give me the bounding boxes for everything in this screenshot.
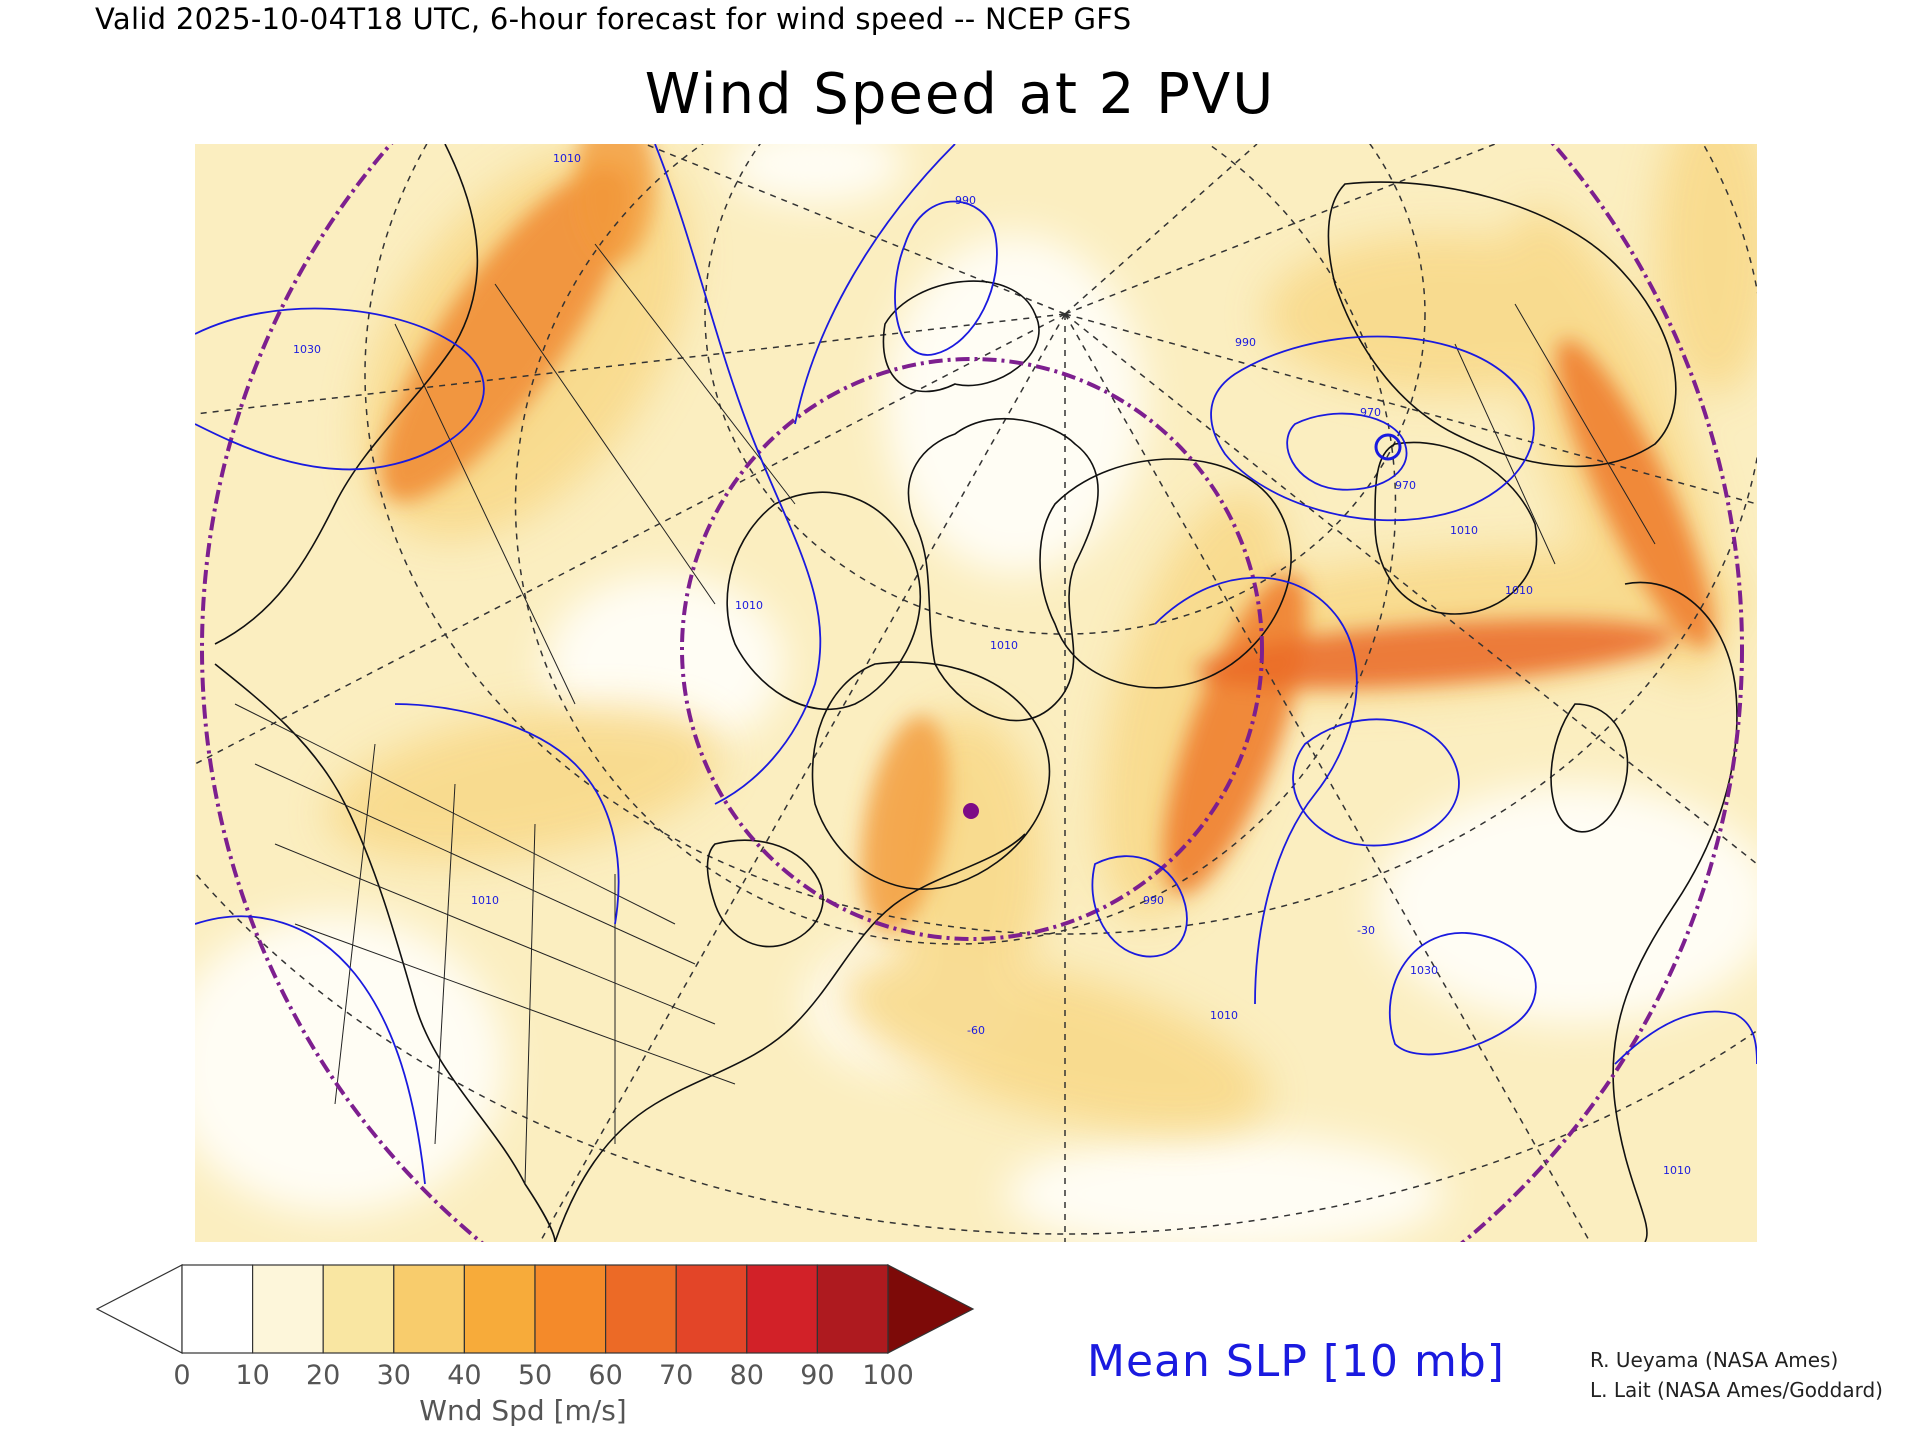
map-title: Wind Speed at 2 PVU [644,62,1276,127]
isobar-label: 990 [955,194,976,207]
isobar-label: 1010 [990,639,1018,652]
isobar-label: 1010 [1450,524,1478,537]
colorbar-box [393,1264,465,1354]
colorbar-box [605,1264,677,1354]
colorbar-tick-label: 20 [306,1360,341,1391]
isobar-label: 1010 [735,599,763,612]
colorbar-tick-label: 30 [376,1360,411,1391]
colorbar-box [463,1264,536,1354]
colorbar-tick-label: 60 [588,1360,623,1391]
isobar-label: 1010 [1505,584,1533,597]
colorbar-tick-label: 90 [800,1360,835,1391]
isobar-label: 1010 [1210,1009,1238,1022]
colorbar-box [534,1264,607,1354]
colorbar-box [746,1264,818,1354]
isobar-label: 970 [1360,406,1381,419]
credit-line-2: L. Lait (NASA Ames/Goddard) [1590,1378,1883,1402]
colorbar-tick-label: 70 [659,1360,694,1391]
colorbar-tick-label: 0 [173,1360,191,1391]
slp-isobars [195,144,1757,1185]
colorbar-box [322,1264,395,1354]
isobar-label: 1030 [293,343,321,356]
coastlines [214,144,1738,1242]
meridian-label: -30 [1357,924,1375,937]
isobar-label: 970 [1395,479,1416,492]
colorbar-low-arrow [95,1264,183,1354]
colorbar-box [816,1264,889,1354]
forecast-valid-line: Valid 2025-10-04T18 UTC, 6-hour forecast… [95,2,1132,36]
colorbar-box [252,1264,324,1354]
isobar-label: 1010 [553,152,581,165]
colorbar-tick-label: 80 [729,1360,764,1391]
location-marker [963,803,979,819]
wind-speed-colorbar [95,1264,975,1354]
isobar-label: 1010 [1663,1164,1691,1177]
jet-stream-cores [380,144,1714,933]
isobar-label: 990 [1235,336,1256,349]
isobar-label: 990 [1143,894,1164,907]
credit-line-1: R. Ueyama (NASA Ames) [1590,1348,1839,1372]
wind-speed-map: 1010 1030 990 970 970 990 1010 1010 1010… [195,144,1757,1242]
calm-wind-regions [195,144,1757,1242]
colorbar-unit-label: Wnd Spd [m/s] [419,1394,627,1427]
isobar-label: 1030 [1410,964,1438,977]
colorbar-tick-label: 100 [862,1360,914,1391]
colorbar-box [181,1264,254,1354]
isobar-labels: 1010 1030 990 970 970 990 1010 1010 1010… [293,152,1691,1177]
colorbar-boxes [181,1264,889,1354]
colorbar-high-arrow [887,1264,975,1354]
isobar-label: 1010 [471,894,499,907]
reference-circles [200,144,1744,1242]
slp-legend-label: Mean SLP [10 mb] [1087,1336,1505,1387]
colorbar-tick-label: 50 [517,1360,553,1391]
political-boundaries [234,243,1656,1185]
colorbar-tick-label: 10 [235,1360,270,1391]
colorbar-box [675,1264,748,1354]
colorbar-tick-label: 40 [447,1360,482,1391]
meridian-label: -60 [967,1024,985,1037]
